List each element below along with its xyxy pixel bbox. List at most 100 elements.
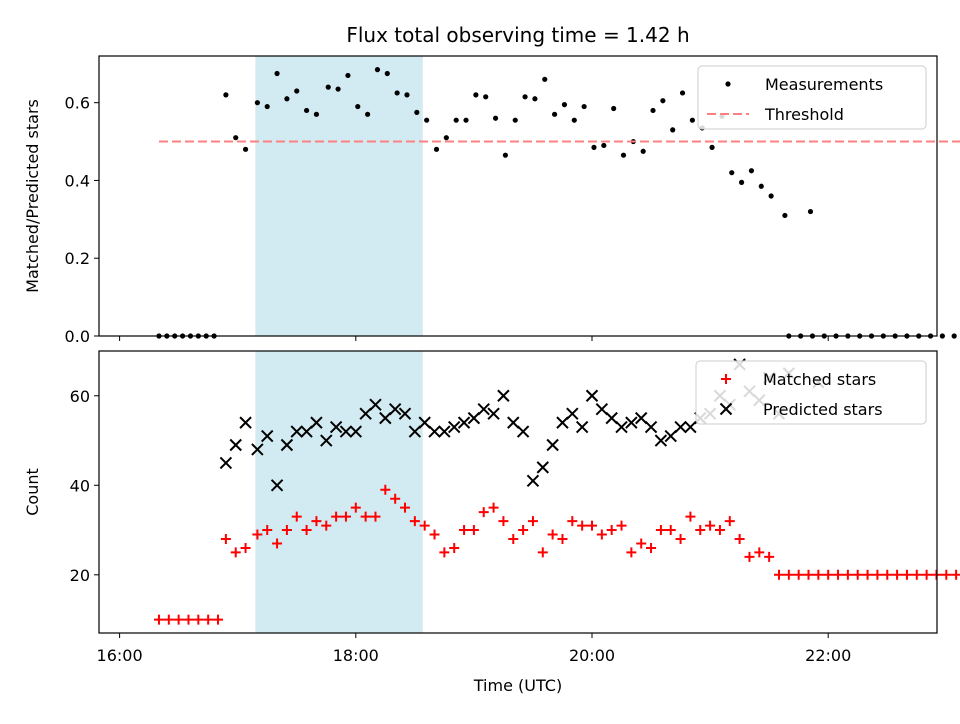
series-matched-stars-point xyxy=(262,525,273,536)
series-matched-stars-point xyxy=(173,614,184,625)
series-predicted-stars-point xyxy=(546,438,559,452)
series-measurements-point xyxy=(384,70,390,77)
series-matched-stars-point xyxy=(724,516,735,527)
series-matched-stars-point xyxy=(240,542,251,553)
series-measurements-point xyxy=(502,152,508,158)
series-matched-stars-point xyxy=(449,542,460,553)
series-measurements-point xyxy=(335,86,341,92)
series-matched-stars-point xyxy=(183,614,194,625)
series-predicted-stars-point xyxy=(261,429,274,443)
series-predicted-stars-point xyxy=(467,411,481,425)
legend-label: Threshold xyxy=(764,105,844,124)
series-measurements-point xyxy=(561,102,568,108)
series-measurements-point xyxy=(355,103,361,110)
series-matched-stars-point xyxy=(773,569,784,580)
series-matched-stars-point xyxy=(842,569,853,580)
series-predicted-stars-point xyxy=(251,443,264,456)
series-matched-stars-point xyxy=(714,525,725,536)
series-measurements-point xyxy=(483,94,489,100)
series-matched-stars-point xyxy=(734,534,745,544)
series-predicted-stars-point xyxy=(418,416,431,429)
series-predicted-stars-point xyxy=(398,407,412,420)
series-matched-stars-point xyxy=(281,525,292,536)
series-measurements-point xyxy=(242,146,249,152)
series-matched-stars-point xyxy=(606,525,617,536)
series-predicted-stars-point xyxy=(566,407,579,420)
series-matched-stars-point xyxy=(655,525,666,536)
series-predicted-stars-point xyxy=(359,407,372,420)
series-measurements-point xyxy=(768,193,774,199)
x-tick-label: 22:00 xyxy=(805,646,851,665)
series-measurements-point xyxy=(274,70,280,77)
series-predicted-stars-point xyxy=(310,416,323,429)
series-matched-stars-point xyxy=(311,516,322,527)
series-measurements-point xyxy=(709,144,715,150)
series-matched-stars-point xyxy=(675,534,686,544)
series-measurements-point xyxy=(325,84,331,90)
series-matched-stars-point xyxy=(744,551,755,562)
y-axis-label: Matched/Predicted stars xyxy=(23,99,42,293)
axes-frame xyxy=(98,55,938,337)
series-measurements-point xyxy=(689,117,695,123)
series-measurements-point xyxy=(571,117,577,123)
highlight-span xyxy=(255,351,423,633)
series-matched-stars-point xyxy=(705,520,716,531)
series-matched-stars-point xyxy=(577,520,588,531)
series-measurements-point xyxy=(303,107,310,114)
series-predicted-stars-point xyxy=(329,420,343,434)
series-predicted-stars-point xyxy=(369,398,382,411)
x-tick-label: 20:00 xyxy=(569,646,615,665)
series-predicted-stars-point xyxy=(684,420,697,434)
series-matched-stars-point xyxy=(321,520,332,531)
series-measurements-point xyxy=(951,333,957,339)
series-matched-stars-point xyxy=(892,569,903,580)
series-matched-stars-point xyxy=(793,569,804,580)
series-matched-stars-point xyxy=(754,547,765,558)
series-predicted-stars-point xyxy=(497,389,510,402)
series-predicted-stars-point xyxy=(270,479,284,492)
series-measurements-point xyxy=(679,90,686,96)
series-matched-stars-point xyxy=(941,569,952,580)
series-matched-stars-point xyxy=(665,525,676,536)
series-predicted-stars-point xyxy=(438,425,451,438)
series-measurements-point xyxy=(581,103,587,110)
series-measurements-point xyxy=(345,72,351,79)
series-matched-stars-point xyxy=(882,569,893,580)
series-matched-stars-point xyxy=(872,569,883,580)
series-measurements-point xyxy=(601,142,607,149)
series-matched-stars-point xyxy=(193,614,204,625)
legend-frame xyxy=(697,65,927,130)
y-tick-label: 20 xyxy=(70,566,90,585)
series-matched-stars-point xyxy=(616,520,627,531)
series-matched-stars-point xyxy=(291,511,302,522)
series-matched-stars-point xyxy=(153,614,164,625)
series-predicted-stars-point xyxy=(585,389,599,402)
series-predicted-stars-point xyxy=(349,425,363,438)
series-measurements-point xyxy=(264,103,270,110)
series-predicted-stars-point xyxy=(239,416,252,429)
series-matched-stars-point xyxy=(764,551,775,562)
series-predicted-stars-point xyxy=(219,456,233,470)
series-predicted-stars-point xyxy=(644,420,658,434)
legend-marker-measurements xyxy=(725,81,731,87)
series-matched-stars-point xyxy=(360,511,371,522)
series-matched-stars-point xyxy=(340,511,351,522)
series-matched-stars-point xyxy=(400,502,411,513)
series-predicted-stars-point xyxy=(664,429,677,443)
series-predicted-stars-point xyxy=(595,402,609,416)
series-measurements-point xyxy=(939,333,945,339)
series-measurements-point xyxy=(522,94,528,100)
series-measurements-point xyxy=(748,168,755,174)
chart-title: Flux total observing time = 1.42 h xyxy=(346,23,689,47)
legend-frame xyxy=(695,360,927,425)
axes-frame xyxy=(98,350,938,634)
series-measurements-point xyxy=(424,117,430,123)
series-predicted-stars-point xyxy=(487,407,500,420)
series-predicted-stars-point xyxy=(605,411,618,425)
series-matched-stars-point xyxy=(813,569,824,580)
series-measurements-point xyxy=(552,111,558,117)
series-measurements-point xyxy=(660,98,666,104)
series-predicted-stars-point xyxy=(477,402,490,416)
series-measurements-point xyxy=(453,117,459,123)
